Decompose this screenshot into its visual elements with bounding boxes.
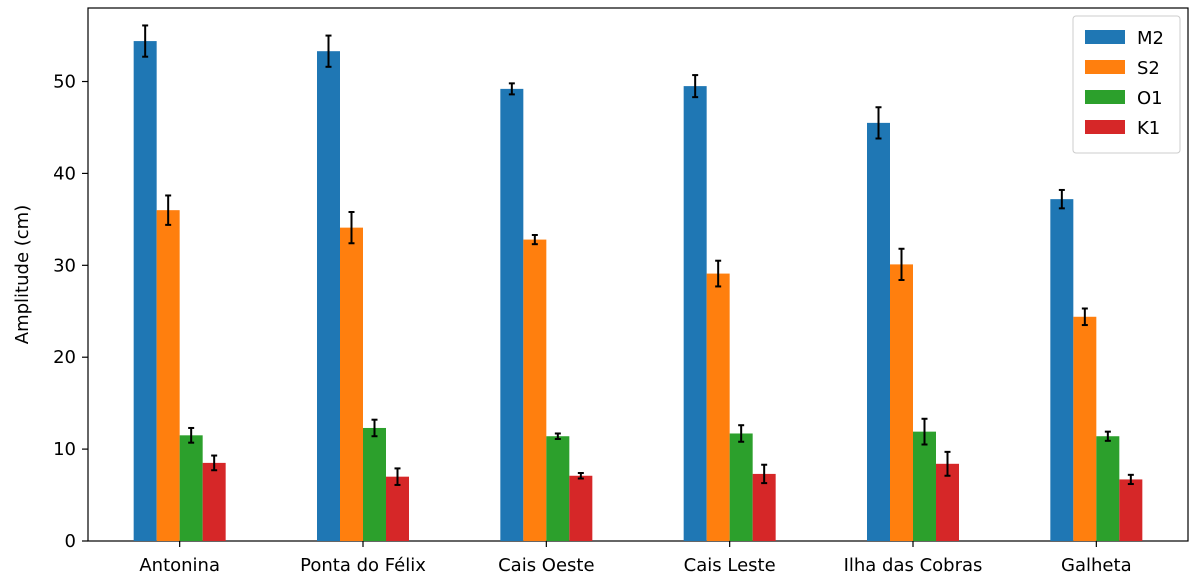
error-bar-m2-5 — [1058, 188, 1065, 210]
x-tick-label: Galheta — [1061, 555, 1132, 576]
legend-label-k1: K1 — [1137, 118, 1160, 139]
x-tick-label: Ilha das Cobras — [844, 555, 983, 576]
x-tick-label: Cais Leste — [684, 555, 776, 576]
bar-o1-5 — [1096, 436, 1120, 541]
error-bar-k1-4 — [944, 450, 951, 477]
bar-k1-0 — [202, 462, 226, 541]
y-tick-label: 40 — [53, 163, 76, 184]
error-bar-k1-0 — [211, 454, 218, 472]
error-bar-o1-4 — [921, 417, 928, 446]
legend-label-m2: M2 — [1137, 28, 1164, 49]
bar-k1-2 — [569, 475, 593, 541]
error-bar-o1-3 — [738, 424, 745, 443]
error-bar-o1-2 — [554, 432, 561, 440]
bar-m2-3 — [683, 86, 707, 542]
error-bar-o1-5 — [1104, 430, 1111, 442]
error-bar-m2-3 — [692, 74, 699, 99]
error-bar-m2-0 — [142, 24, 149, 58]
y-axis-label: Amplitude (cm) — [12, 205, 33, 344]
bar-s2-1 — [340, 227, 363, 541]
y-tick-label: 0 — [65, 531, 76, 552]
error-bar-s2-1 — [348, 211, 355, 245]
legend-swatch-k1 — [1085, 120, 1125, 134]
bar-s2-2 — [523, 239, 547, 541]
x-tick-label: Antonina — [139, 555, 220, 576]
bar-k1-5 — [1119, 479, 1143, 541]
y-tick-label: 30 — [53, 255, 76, 276]
bar-m2-2 — [500, 88, 524, 542]
error-bar-k1-2 — [577, 471, 584, 480]
bar-m2-5 — [1050, 199, 1074, 541]
x-axis: Antonina Ponta do Félix Cais Oeste Cais Les… — [139, 541, 1132, 576]
x-tick-label: Ponta do Félix — [300, 555, 426, 576]
x-tick-label: Cais Oeste — [498, 555, 594, 576]
y-tick-label: 20 — [53, 347, 76, 368]
plot-area — [87, 7, 1189, 542]
bar-o1-4 — [913, 431, 936, 541]
bar-o1-1 — [363, 427, 386, 541]
bar-s2-3 — [706, 273, 730, 541]
bar-s2-0 — [156, 210, 180, 541]
error-bar-k1-5 — [1127, 473, 1134, 486]
error-bar-s2-5 — [1081, 307, 1088, 327]
bar-series-group — [133, 41, 1143, 542]
error-bar-m2-2 — [508, 82, 515, 96]
legend-swatch-s2 — [1085, 60, 1125, 74]
error-bar-k1-3 — [761, 463, 768, 485]
bar-m2-0 — [133, 41, 157, 541]
error-bar-s2-2 — [531, 233, 538, 246]
legend-swatch-m2 — [1085, 30, 1125, 44]
error-bar-s2-0 — [165, 194, 172, 226]
bar-o1-3 — [729, 433, 753, 541]
bar-o1-0 — [179, 435, 203, 541]
legend-label-o1: O1 — [1137, 88, 1163, 109]
error-bar-k1-1 — [394, 467, 401, 486]
error-bar-m2-4 — [875, 106, 882, 140]
bar-s2-5 — [1073, 316, 1097, 541]
legend: M2 S2 O1 K1 — [1072, 15, 1181, 154]
bar-o1-2 — [546, 436, 570, 541]
legend-swatch-o1 — [1085, 90, 1125, 104]
error-bar-group — [142, 24, 1134, 486]
bar-k1-1 — [386, 476, 409, 541]
bar-s2-4 — [890, 264, 913, 541]
error-bar-m2-1 — [325, 34, 332, 68]
bar-m2-1 — [317, 51, 340, 542]
y-tick-label: 10 — [53, 439, 76, 460]
legend-label-s2: S2 — [1137, 58, 1160, 79]
bar-k1-3 — [752, 473, 776, 541]
error-bar-o1-1 — [371, 418, 378, 438]
y-tick-label: 50 — [53, 72, 76, 93]
bar-k1-4 — [936, 463, 959, 541]
error-bar-o1-0 — [188, 426, 195, 444]
error-bar-s2-3 — [715, 259, 722, 288]
error-bar-s2-4 — [898, 247, 905, 282]
plot-frame — [87, 7, 1189, 542]
legend-box — [1072, 15, 1181, 154]
y-axis: 0 10 20 30 40 50 — [53, 72, 88, 552]
bar-m2-4 — [867, 122, 890, 541]
